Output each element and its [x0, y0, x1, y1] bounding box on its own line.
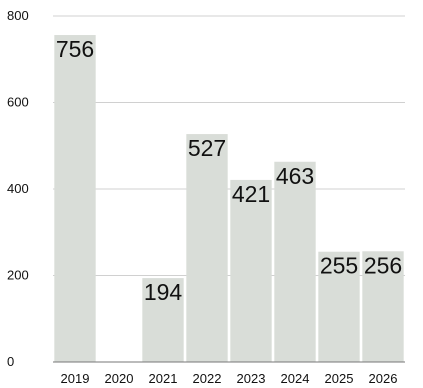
x-tick-label-2023: 2023	[237, 371, 266, 386]
x-tick-label-2024: 2024	[281, 371, 310, 386]
data-label-2022: 527	[188, 135, 226, 161]
bar-2022	[186, 134, 228, 362]
y-tick-label: 0	[7, 354, 14, 369]
bar-2025	[318, 251, 360, 362]
y-tick-label: 600	[7, 95, 29, 110]
data-label-2024: 463	[276, 163, 314, 189]
x-tick-label-2021: 2021	[149, 371, 178, 386]
bars	[54, 35, 404, 362]
x-tick-label-2020: 2020	[105, 371, 134, 386]
data-label-2023: 421	[232, 181, 270, 207]
bar-2024	[274, 161, 316, 362]
bar-2021	[142, 278, 184, 362]
bar-2019	[54, 35, 96, 362]
y-tick-label: 200	[7, 268, 29, 283]
x-tick-label-2022: 2022	[193, 371, 222, 386]
x-tick-label-2025: 2025	[325, 371, 354, 386]
y-tick-label: 800	[7, 8, 29, 23]
x-tick-label-2019: 2019	[61, 371, 90, 386]
y-tick-label: 400	[7, 181, 29, 196]
labels: 0 200 400 600 800 2019 756 2020 2021 194 2022 527 20…	[7, 8, 402, 386]
data-label-2025: 255	[320, 253, 358, 279]
bar-2026	[362, 251, 404, 362]
bar-2023	[230, 179, 272, 362]
x-tick-label-2026: 2026	[369, 371, 398, 386]
data-label-2019: 756	[56, 36, 94, 62]
data-label-2021: 194	[144, 279, 183, 305]
data-label-2026: 256	[364, 252, 402, 278]
